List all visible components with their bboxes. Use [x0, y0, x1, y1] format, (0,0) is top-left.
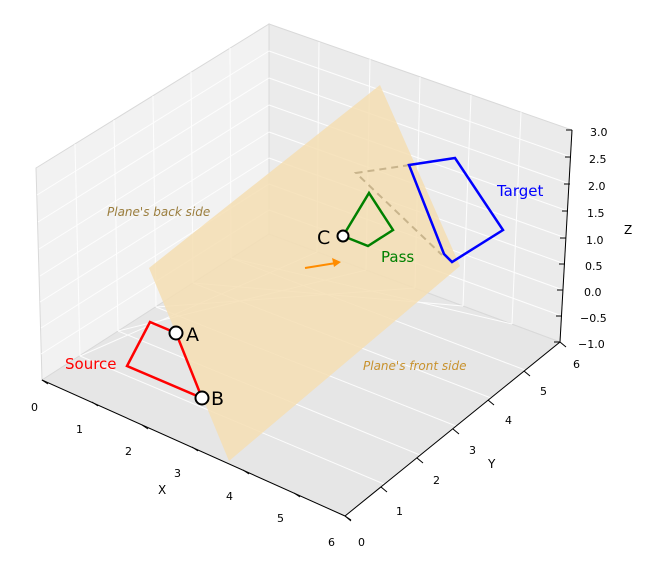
z-tick-label: −1.0 — [578, 338, 605, 351]
point-c-label: C — [317, 227, 330, 249]
pass-label: Pass — [381, 248, 414, 266]
x-axis: 0 1 2 3 4 5 6 X — [31, 379, 352, 549]
z-tick-label: 3.0 — [590, 126, 608, 139]
direction-arrow-icon — [304, 258, 341, 269]
z-axis: 3.0 2.5 2.0 1.5 1.0 0.5 0.0 −0.5 −1.0 Z — [554, 126, 632, 351]
pass-polygon — [341, 190, 395, 248]
point-a-label: A — [186, 324, 199, 346]
source-label: Source — [65, 355, 117, 373]
point-c-marker — [336, 229, 350, 243]
x-tick-label: 3 — [174, 467, 181, 480]
z-axis-title: Z — [624, 223, 632, 237]
point-a-marker — [168, 325, 184, 341]
projection-dashed-line — [353, 164, 443, 256]
plane-front-side-label: Plane's front side — [363, 359, 467, 373]
z-tick-label: 1.5 — [587, 207, 605, 220]
y-tick-label: 2 — [433, 474, 440, 487]
y-tick-label: 3 — [469, 444, 476, 457]
x-tick-label: 0 — [31, 401, 38, 414]
y-axis: 0 1 2 3 4 5 6 Y — [344, 341, 580, 549]
z-tick-label: 0.5 — [585, 260, 603, 273]
point-b-marker — [194, 390, 210, 406]
y-tick-label: 5 — [540, 385, 547, 398]
x-tick-label: 2 — [125, 445, 132, 458]
x-tick-label: 4 — [226, 490, 233, 503]
x-tick-label: 1 — [76, 423, 83, 436]
z-tick-label: 2.0 — [588, 180, 606, 193]
y-tick-label: 1 — [396, 505, 403, 518]
z-tick-label: −0.5 — [580, 312, 607, 325]
target-label: Target — [496, 182, 544, 200]
y-tick-label: 0 — [358, 536, 365, 549]
projection-plane — [149, 85, 460, 461]
z-tick-label: 0.0 — [584, 286, 602, 299]
z-tick-label: 1.0 — [586, 234, 604, 247]
target-polygon — [407, 156, 505, 264]
plane-back-side-label: Plane's back side — [107, 205, 210, 219]
z-tick-label: 2.5 — [589, 153, 607, 166]
x-tick-label: 5 — [277, 512, 284, 525]
y-axis-title: Y — [487, 457, 496, 471]
x-axis-title: X — [158, 483, 166, 497]
point-b-label: B — [211, 388, 224, 410]
x-tick-label: 6 — [328, 536, 335, 549]
y-tick-label: 6 — [573, 358, 580, 371]
y-tick-label: 4 — [505, 414, 512, 427]
